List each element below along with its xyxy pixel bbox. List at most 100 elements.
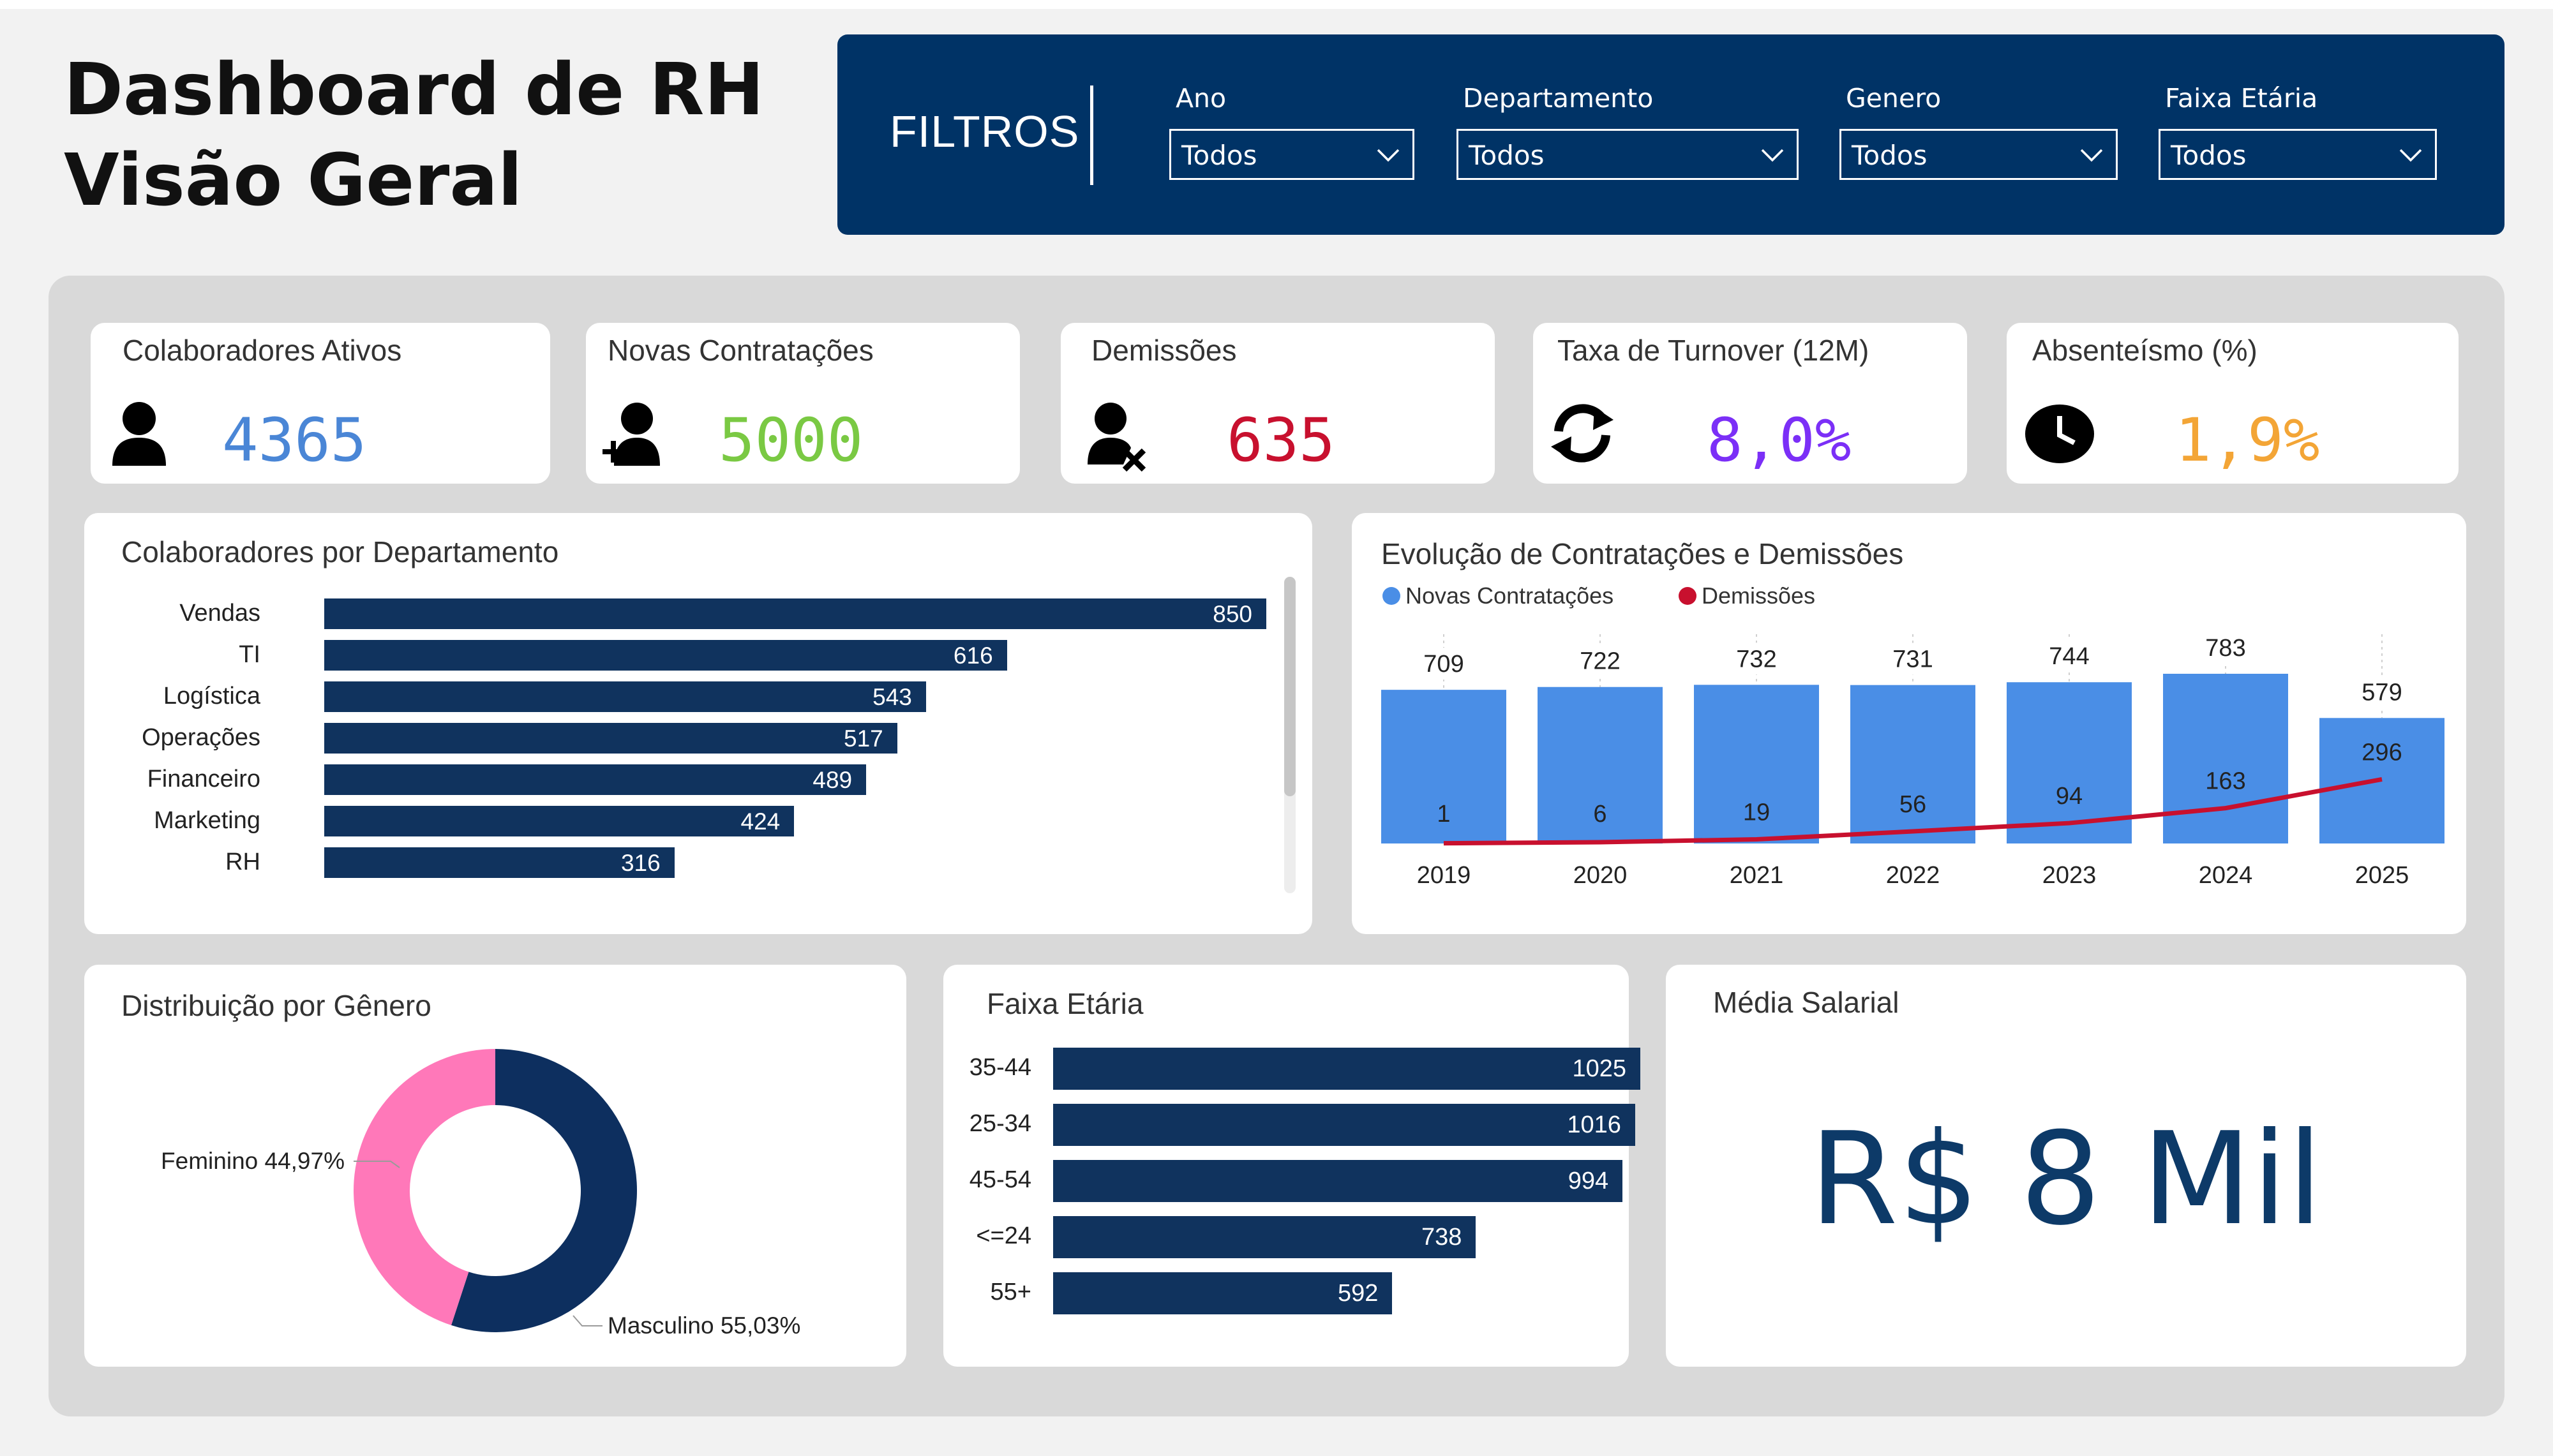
filter-genero-label: Genero: [1846, 83, 1942, 114]
kpi-card-novas-contratacoes: Novas Contratações 5000: [586, 323, 1020, 484]
refresh-icon: [1551, 404, 1613, 463]
bar-label-background: [2356, 676, 2407, 708]
filter-faixa-etaria-value: Todos: [2171, 140, 2247, 171]
bar-label-background: [2200, 632, 2251, 664]
departments-scrollbar-thumb[interactable]: [1284, 577, 1296, 796]
label-leader-feminino: [354, 1161, 400, 1168]
bar-value-label: 517: [844, 725, 883, 752]
bar[interactable]: [324, 764, 867, 795]
departments-title: Colaboradores por Departamento: [121, 535, 559, 568]
line-value-label: 1: [1437, 801, 1450, 828]
gender-donut-chart: Distribuição por Gênero Feminino 44,97% Ma…: [121, 989, 800, 1339]
bar[interactable]: [324, 847, 675, 878]
bar-value-label: 1016: [1567, 1111, 1621, 1138]
bar[interactable]: [1053, 1048, 1640, 1090]
legend-dot-novas-contratacoes: [1382, 587, 1400, 605]
filter-departamento: Departamento Todos: [1456, 83, 1799, 180]
filter-genero-select[interactable]: Todos: [1839, 129, 2118, 180]
kpi-title: Novas Contratações: [608, 334, 874, 367]
bar-value-label: 543: [872, 684, 912, 710]
card-media-salarial: Média Salarial R$ 8 Mil: [1666, 965, 2466, 1367]
bar-novas-contratacoes[interactable]: [1538, 687, 1663, 843]
bar-category-label: 35-44: [969, 1054, 1031, 1081]
page-title-line1: Dashboard de RH: [64, 48, 765, 131]
bar-label-background: [1887, 643, 1938, 675]
bar-value-label: 731: [1892, 646, 1933, 673]
page-title-line2: Visão Geral: [64, 139, 523, 222]
donut-slice-feminino[interactable]: [353, 1049, 495, 1326]
line-demissoes[interactable]: [1443, 777, 2383, 846]
bar-category-label: Financeiro: [147, 766, 260, 792]
salary-value: R$ 8 Mil: [1809, 1105, 2323, 1254]
bar-novas-contratacoes[interactable]: [2163, 674, 2288, 843]
bar-category-label: 55+: [990, 1279, 1031, 1305]
bar-category-label: 45-54: [969, 1166, 1031, 1193]
x-tick-label: 2019: [1417, 862, 1471, 889]
filter-ano-value: Todos: [1181, 140, 1257, 171]
bar-value-label: 744: [2049, 643, 2089, 670]
kpi-value: 5000: [719, 406, 864, 475]
filter-departamento-select[interactable]: Todos: [1456, 129, 1799, 180]
person-add-icon: [603, 403, 660, 466]
x-tick-label: 2022: [1886, 862, 1940, 889]
kpi-card-colaboradores-ativos: Colaboradores Ativos 4365: [91, 323, 550, 484]
bar-novas-contratacoes[interactable]: [1694, 685, 1819, 843]
x-tick-label: 2020: [1573, 862, 1628, 889]
card-colaboradores-por-departamento: Colaboradores por Departamento Vendas 850…: [84, 513, 1312, 934]
donut-slice-masculino[interactable]: [451, 1049, 637, 1332]
line-value-label: 19: [1743, 799, 1770, 826]
kpi-title: Demissões: [1091, 334, 1237, 367]
card-evolucao-contratacoes-demissoes: Evolução de Contratações e Demissões Nova…: [1352, 513, 2466, 934]
bar-category-label: Vendas: [179, 600, 260, 627]
bar[interactable]: [1053, 1216, 1476, 1258]
chevron-down-icon: [2399, 149, 2422, 162]
filters-title: FILTROS: [890, 107, 1080, 156]
filters-bar: FILTROS Ano Todos Departamento Todos Gen…: [837, 34, 2504, 235]
bar[interactable]: [1053, 1104, 1635, 1146]
filter-genero: Genero Todos: [1839, 83, 2118, 180]
bar-category-label: Marketing: [154, 807, 260, 834]
bar[interactable]: [324, 598, 1266, 629]
bar-novas-contratacoes[interactable]: [1381, 690, 1506, 843]
bar-value-label: 489: [812, 767, 853, 793]
kpi-title: Absenteísmo (%): [2032, 334, 2257, 367]
filter-ano-select[interactable]: Todos: [1169, 129, 1414, 180]
bar-value-label: 722: [1580, 648, 1620, 675]
bar[interactable]: [324, 723, 897, 754]
line-value-label: 296: [2362, 739, 2402, 766]
bar[interactable]: [1053, 1272, 1393, 1314]
person-remove-icon: [1088, 403, 1146, 472]
departments-scrollbar-track[interactable]: [1284, 577, 1296, 893]
bar[interactable]: [1053, 1160, 1623, 1202]
bar-value-label: 316: [620, 850, 661, 876]
chevron-down-icon: [1761, 149, 1784, 162]
bar-value-label: 850: [1213, 601, 1252, 627]
bar[interactable]: [324, 640, 1007, 671]
bar[interactable]: [324, 806, 795, 836]
x-tick-label: 2025: [2355, 862, 2409, 889]
legend-label-novas-contratacoes: Novas Contratações: [1405, 583, 1613, 609]
kpi-title: Colaboradores Ativos: [123, 334, 402, 367]
filter-departamento-label: Departamento: [1463, 83, 1654, 114]
bar-novas-contratacoes[interactable]: [1850, 685, 1975, 843]
bar-novas-contratacoes[interactable]: [2007, 682, 2132, 843]
line-value-label: 56: [1899, 791, 1926, 818]
slice-label-masculino: Masculino 55,03%: [608, 1312, 800, 1339]
gender-title: Distribuição por Gênero: [121, 989, 431, 1022]
bar[interactable]: [324, 681, 926, 712]
filters-divider: [1090, 85, 1093, 185]
filter-faixa-etaria-select[interactable]: Todos: [2159, 129, 2437, 180]
line-value-label: 6: [1593, 801, 1606, 828]
bar-value-label: 738: [1421, 1224, 1462, 1251]
bar-label-background: [1575, 644, 1626, 677]
kpi-value: 4365: [222, 406, 367, 475]
age-title: Faixa Etária: [987, 987, 1144, 1020]
kpi-card-absenteismo: Absenteísmo (%) 1,9%: [2007, 323, 2459, 484]
dashboard-panel: Colaboradores Ativos 4365 Novas Contrata…: [49, 276, 2504, 1416]
x-tick-label: 2023: [2042, 862, 2097, 889]
bar-category-label: RH: [225, 849, 260, 875]
bar-value-label: 709: [1423, 651, 1464, 678]
salary-title: Média Salarial: [1713, 986, 1899, 1019]
clock-icon: [2025, 405, 2094, 463]
bar-value-label: 592: [1337, 1280, 1379, 1307]
